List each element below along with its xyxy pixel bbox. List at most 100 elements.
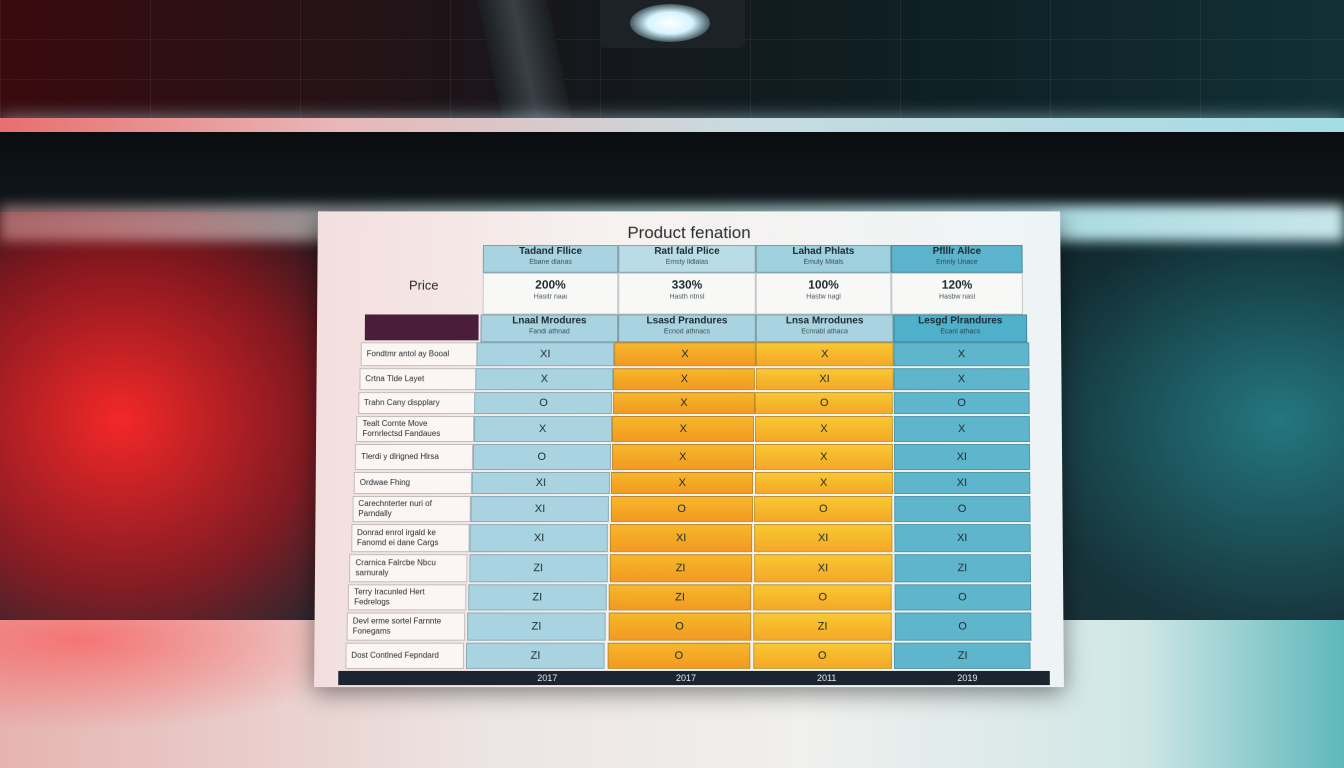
plan-name: Pflllr Allce (892, 246, 1022, 258)
plan-name: Lahad Phlats (757, 246, 890, 258)
feature-cell: X (755, 444, 893, 470)
plan-header-2: Ratl fald Plice Emsty lldlalas (618, 245, 755, 273)
plan-price-2: 330% Hasth ntnsl (618, 273, 756, 315)
plan-sub: Emnly Unace (892, 258, 1022, 267)
feature-head: Lsasd Prandures (619, 315, 755, 327)
feature-cell: ZI (469, 554, 607, 582)
feature-cell: X (894, 416, 1030, 442)
feature-cell: XI (476, 342, 614, 366)
feature-cell: ZI (753, 612, 892, 640)
feature-cell: X (613, 392, 755, 414)
feature-cell: O (753, 584, 892, 610)
plan-price-value: 200% (484, 278, 618, 293)
feature-cell: X (894, 368, 1030, 390)
feature-head: Lnsa Mrrodunes (757, 315, 893, 327)
feature-sub: Ecnod athnacs (619, 327, 755, 336)
feature-cell: O (473, 444, 611, 470)
plan-header-4: Pflllr Allce Emnly Unace (891, 245, 1023, 273)
feature-cell: ZI (467, 612, 606, 640)
feature-cell: X (475, 368, 613, 390)
plan-price-3: 100% Hastw nagl (756, 273, 892, 315)
plan-price-sub: Hasbw nasl (892, 293, 1022, 302)
feature-header-1: Lnaal Mrodures Fandi athnad (480, 314, 618, 342)
feature-cell: ZI (609, 584, 752, 610)
feature-row-label: Crtna Tlde Layet (359, 368, 477, 390)
feature-cell: X (611, 472, 753, 494)
feature-sub: Ecnrabl athaca (757, 327, 893, 336)
feature-cell: X (612, 416, 754, 442)
feature-head: Lnaal Mrodures (482, 315, 618, 327)
feature-cell: XI (894, 444, 1030, 470)
dark-wall-band (0, 132, 1344, 212)
plan-price-sub: Hastw nagl (757, 293, 891, 302)
feature-cell: O (894, 584, 1031, 610)
plan-name: Ratl fald Plice (619, 246, 754, 258)
plan-year-2: 2017 (616, 671, 757, 685)
feature-cell: XI (754, 524, 892, 552)
feature-sub: Ecanl athacs (894, 327, 1026, 336)
feature-cell: O (611, 496, 753, 522)
feature-cell: X (755, 472, 893, 494)
plan-price-value: 100% (757, 278, 891, 293)
feature-cell: X (614, 368, 756, 390)
plan-year-1: 2017 (477, 671, 618, 685)
feature-row-label: Tlerdi y dlrigned Hlrsa (355, 444, 473, 470)
plan-header-1: Tadand Fllice Ebane dlanas (483, 245, 619, 273)
feature-cell: O (608, 612, 751, 640)
plan-price-4: 120% Hasbw nasl (891, 273, 1023, 315)
spotlight-icon (630, 4, 710, 42)
feature-cell: X (756, 342, 894, 366)
plan-price-1: 200% Hasitr naai (483, 273, 619, 315)
feature-row-label: Fondtmr antol ay Booal (361, 342, 479, 366)
feature-cell: XI (894, 524, 1030, 552)
feature-cell: XI (756, 368, 894, 390)
feature-row-label: Crarnica Falrcbe Nbcu sarnuraly (349, 554, 467, 582)
feature-row-label: Tealt Cornte Move Fornrlectsd Fandaues (356, 416, 474, 442)
plan-year-3: 2011 (756, 671, 897, 685)
plan-price-sub: Hasitr naai (484, 293, 618, 302)
feature-cell: X (474, 416, 612, 442)
feature-cell: X (612, 444, 754, 470)
feature-row-label: Carechnterter nuri of Parndally (352, 496, 470, 522)
plan-price-sub: Hasth ntnsl (619, 293, 755, 302)
board-title: Product fenation (318, 223, 1061, 243)
feature-header-3: Lnsa Mrrodunes Ecnrabl athaca (756, 314, 894, 342)
plan-sub: Emuty Mitals (757, 258, 890, 267)
feature-cell: XI (471, 496, 609, 522)
feature-cell: X (614, 342, 756, 366)
led-light-strip (0, 118, 1344, 132)
plan-name: Tadand Fllice (484, 246, 617, 258)
feature-header-4: Lesgd Plrandures Ecanl athacs (893, 314, 1027, 342)
feature-cell: XI (610, 524, 752, 552)
feature-cell: ZI (466, 643, 605, 669)
feature-cell: XI (470, 524, 608, 552)
feature-cell: O (754, 496, 892, 522)
plan-price-value: 330% (619, 278, 755, 293)
feature-row-label: Devl erme sortel Farnnte Fonegams (347, 612, 466, 640)
feature-cell: ZI (894, 554, 1031, 582)
feature-row-label: Terry Iracunled Hert Fedrelogs (348, 584, 467, 610)
feature-row-label: Donrad enrol irgald ke Fanomd ei dane Ca… (351, 524, 469, 552)
feature-cell: ZI (609, 554, 751, 582)
plan-sub: Ebane dlanas (484, 258, 617, 267)
feature-cell: O (475, 392, 613, 414)
comparison-board: Product fenation Price Tadand Fllice Eba… (314, 211, 1064, 687)
price-label: Price (409, 278, 439, 293)
feature-cell: XI (472, 472, 610, 494)
feature-cell: O (894, 496, 1030, 522)
feature-row-label: Trahn Cany dispplary (358, 392, 476, 414)
plan-price-value: 120% (892, 278, 1022, 293)
feature-header-2: Lsasd Prandures Ecnod athnacs (618, 314, 756, 342)
plan-header-3: Lahad Phlats Emuty Mitals (756, 245, 892, 273)
feature-cell: O (894, 612, 1031, 640)
plan-sub: Emsty lldlalas (619, 258, 754, 267)
feature-cell: X (894, 342, 1030, 366)
feature-cell: X (755, 416, 893, 442)
feature-cell: ZI (468, 584, 607, 610)
feature-cell: O (894, 392, 1030, 414)
plan-year-4: 2019 (897, 671, 1038, 685)
feature-cell: O (753, 643, 892, 669)
feature-row-label: Dost Contlned Fepndard (345, 643, 464, 669)
feature-head: Lesgd Plrandures (894, 315, 1026, 327)
